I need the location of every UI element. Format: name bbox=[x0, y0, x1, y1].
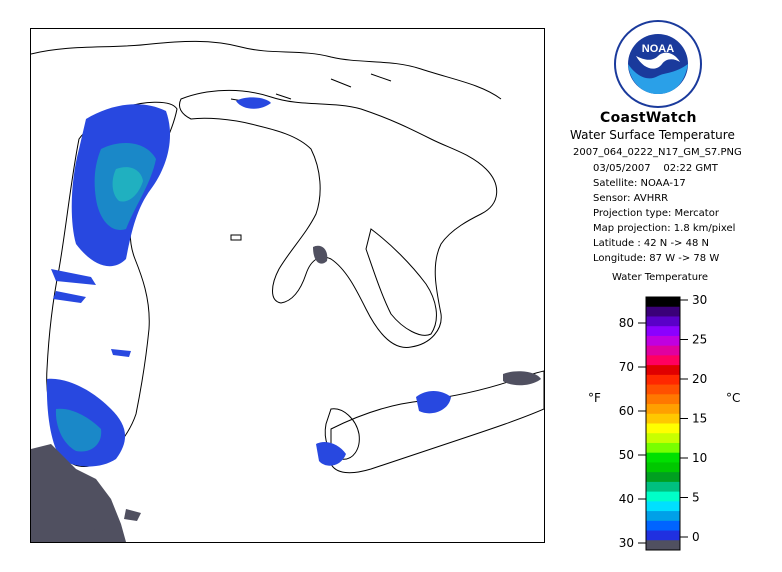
legend-swatch bbox=[646, 345, 680, 356]
map-projection-info: Map projection: 1.8 km/pixel bbox=[593, 223, 736, 234]
legend-swatch bbox=[646, 452, 680, 463]
teal-water-north bbox=[112, 167, 143, 202]
legend-swatch bbox=[646, 326, 680, 337]
lake-stclair-outline bbox=[324, 408, 360, 460]
legend-swatch bbox=[646, 433, 680, 444]
legend-swatch bbox=[646, 491, 680, 502]
unit-fahrenheit: °F bbox=[588, 391, 601, 405]
legend-swatch bbox=[646, 355, 680, 366]
fahrenheit-tick-label: 30 bbox=[619, 536, 634, 550]
legend-title: Water Temperature bbox=[612, 272, 709, 283]
fahrenheit-tick-label: 50 bbox=[619, 448, 634, 462]
legend-swatch bbox=[646, 530, 680, 541]
lake-erie-outline bbox=[330, 370, 544, 474]
legend-swatch bbox=[646, 413, 680, 424]
legend-swatch bbox=[646, 394, 680, 405]
legend-swatch bbox=[646, 423, 680, 434]
legend-swatch bbox=[646, 472, 680, 483]
legend-swatch bbox=[646, 335, 680, 347]
unit-celsius: °C bbox=[726, 391, 740, 405]
celsius-tick-label: 5 bbox=[692, 491, 700, 505]
fahrenheit-ticks: 80 70 60 50 40 30 bbox=[619, 316, 646, 550]
map-canvas bbox=[31, 40, 544, 542]
celsius-tick-label: 30 bbox=[692, 293, 707, 307]
legend-swatch bbox=[646, 511, 680, 522]
georgian-bay-outline bbox=[365, 228, 437, 336]
map-panel bbox=[30, 28, 545, 543]
mid-water-south bbox=[55, 408, 102, 452]
projection-type-info: Projection type: Mercator bbox=[593, 208, 719, 219]
celsius-tick-label: 0 bbox=[692, 530, 700, 544]
lake-huron-outline bbox=[178, 90, 498, 348]
legend-color-bar bbox=[646, 297, 680, 551]
sensor-info: Sensor: AVHRR bbox=[593, 193, 669, 204]
legend-swatch bbox=[646, 462, 680, 473]
fahrenheit-tick-label: 80 bbox=[619, 316, 634, 330]
celsius-ticks: 30 25 20 15 10 5 0 bbox=[680, 293, 707, 544]
longitude-info: Longitude: 87 W -> 78 W bbox=[593, 253, 720, 264]
date-time: 03/05/2007 02:22 GMT bbox=[593, 163, 718, 175]
noaa-logo: NOAA bbox=[614, 20, 702, 108]
legend-swatch bbox=[646, 297, 680, 308]
speckle-band-3 bbox=[111, 349, 131, 357]
celsius-tick-label: 10 bbox=[692, 451, 707, 465]
legend-swatch bbox=[646, 306, 680, 317]
fahrenheit-tick-label: 70 bbox=[619, 360, 634, 374]
time-value: 02:22 GMT bbox=[663, 163, 718, 174]
erie-patch-1 bbox=[416, 391, 451, 414]
celsius-tick-label: 20 bbox=[692, 372, 707, 386]
legend-border bbox=[645, 296, 681, 551]
product-subtitle: Water Surface Temperature bbox=[570, 128, 735, 142]
legend-swatch bbox=[646, 520, 680, 532]
speckle-band-2 bbox=[53, 291, 86, 303]
erie-patch-2 bbox=[503, 371, 541, 386]
cloud-specks-sw bbox=[89, 509, 141, 539]
celsius-tick-label: 25 bbox=[692, 333, 707, 347]
legend-swatch bbox=[646, 404, 680, 415]
stclair-patch bbox=[316, 442, 346, 466]
app-title: CoastWatch bbox=[600, 110, 697, 126]
fahrenheit-tick-label: 40 bbox=[619, 492, 634, 506]
fahrenheit-tick-label: 60 bbox=[619, 404, 634, 418]
satellite-info: Satellite: NOAA-17 bbox=[593, 178, 686, 189]
celsius-tick-label: 15 bbox=[692, 412, 707, 426]
legend-swatch bbox=[646, 374, 680, 386]
lake-michigan-outline bbox=[46, 101, 178, 467]
small-island bbox=[230, 234, 242, 241]
legend-swatch bbox=[646, 365, 680, 376]
legend-swatch bbox=[646, 384, 680, 395]
legend-swatch bbox=[646, 540, 680, 551]
noaa-logo-text: NOAA bbox=[642, 43, 674, 55]
speckle-band-1 bbox=[51, 269, 96, 285]
image-filename: 2007_064_0222_N17_GM_S7.PNG bbox=[573, 147, 742, 158]
ne-patch bbox=[236, 97, 271, 109]
legend-swatch bbox=[646, 501, 680, 512]
georgian-patch bbox=[313, 245, 328, 264]
legend-swatch bbox=[646, 442, 680, 454]
legend-swatch bbox=[646, 481, 680, 493]
legend-swatch bbox=[646, 316, 680, 327]
cloud-block-sw bbox=[31, 444, 126, 542]
latitude-info: Latitude : 42 N -> 48 N bbox=[593, 238, 709, 249]
date-value: 03/05/2007 bbox=[593, 163, 651, 174]
upper-peninsula-coast bbox=[31, 40, 502, 100]
